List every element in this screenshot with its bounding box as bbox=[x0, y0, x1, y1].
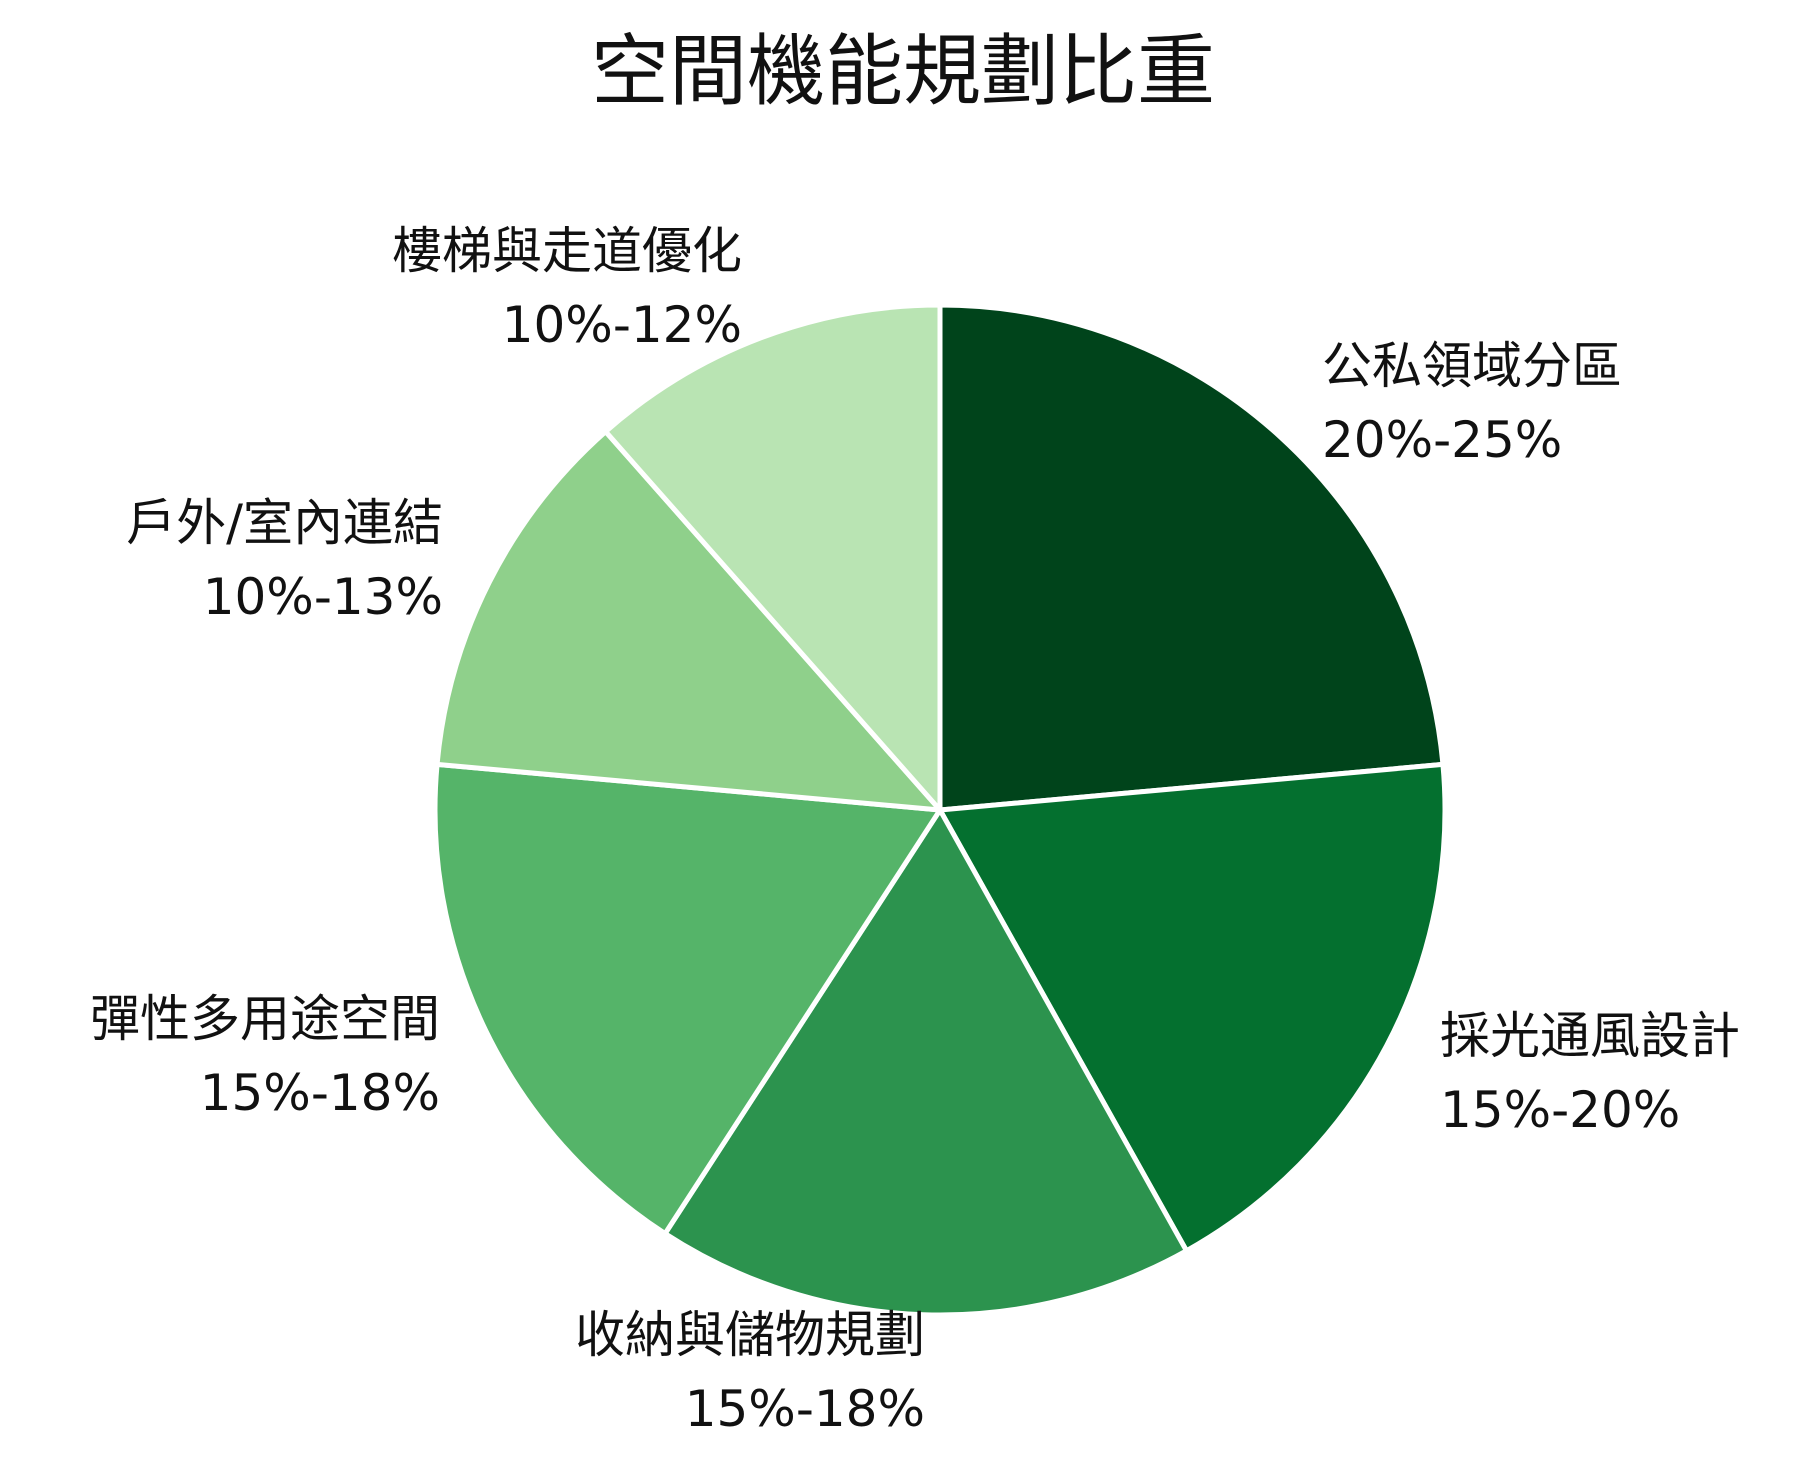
pie-slice-2 bbox=[937, 761, 1448, 1254]
slice-labels: 公私領域分區 20%-25% 採光通風設計 15%-20% 收納與儲物規劃 15%-18%… bbox=[90, 222, 1740, 1438]
slice-label-name-6: 樓梯與走道優化 bbox=[392, 222, 742, 280]
pie-slices bbox=[432, 302, 1448, 1318]
chart-title: 空間機能規劃比重 bbox=[591, 27, 1215, 117]
slice-label-name-2: 採光通風設計 bbox=[1440, 1007, 1740, 1065]
slice-label-name-3: 收納與儲物規劃 bbox=[575, 1306, 925, 1364]
slice-label-range-2: 15%-20% bbox=[1440, 1081, 1680, 1139]
pie-slice-5 bbox=[434, 429, 943, 813]
pie-slice-1 bbox=[937, 302, 1446, 813]
slice-label-range-5: 10%-13% bbox=[203, 568, 443, 626]
slice-label-range-4: 15%-18% bbox=[200, 1064, 440, 1122]
slice-label-name-1: 公私領域分區 bbox=[1322, 337, 1622, 395]
slice-label-range-6: 10%-12% bbox=[502, 296, 742, 354]
slice-label-name-4: 彈性多用途空間 bbox=[90, 990, 440, 1048]
pie-slice-6 bbox=[603, 302, 943, 813]
slice-label-range-1: 20%-25% bbox=[1322, 411, 1562, 469]
slice-label-name-5: 戶外/室內連結 bbox=[126, 494, 443, 552]
pie-slice-3 bbox=[662, 807, 1189, 1318]
pie-slice-4 bbox=[432, 761, 943, 1237]
slice-label-range-3: 15%-18% bbox=[685, 1380, 925, 1438]
